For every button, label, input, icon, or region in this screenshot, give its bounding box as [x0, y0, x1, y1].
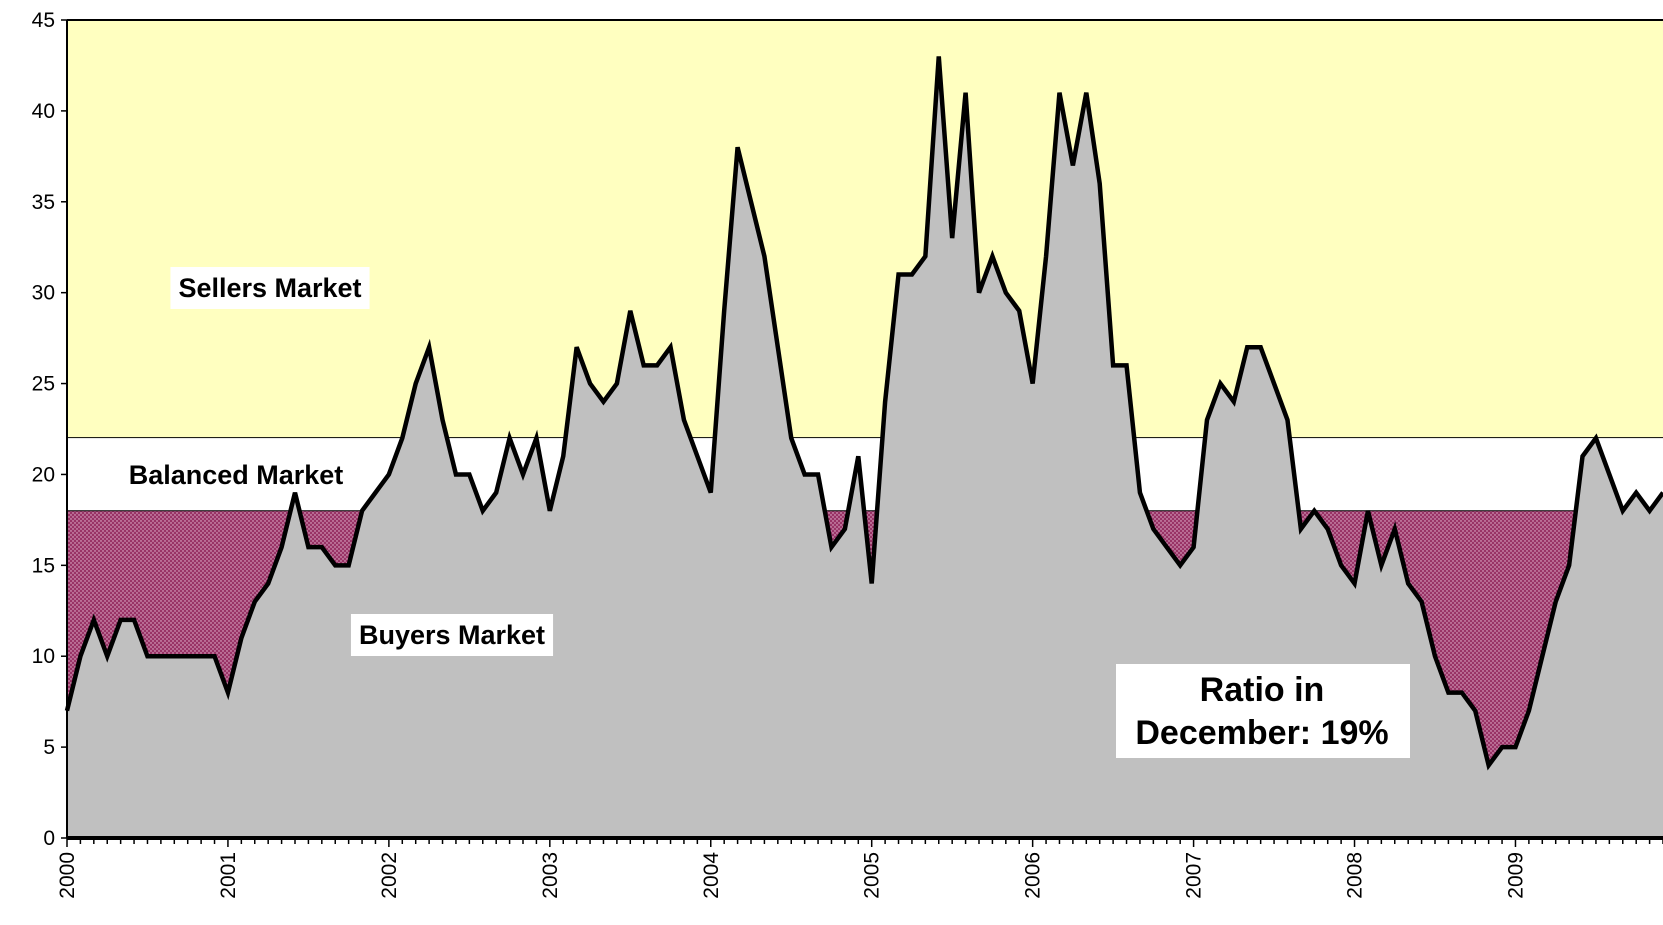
annotation-box	[1116, 664, 1410, 758]
x-tick-label: 2005	[861, 852, 884, 899]
x-tick-label: 2006	[1022, 852, 1045, 899]
annotation-text: Ratio in	[1200, 671, 1325, 709]
band-label: Buyers Market	[359, 620, 545, 650]
y-tick-label: 5	[43, 736, 55, 759]
y-tick-label: 15	[32, 554, 55, 577]
label-box	[170, 267, 370, 309]
label-box	[350, 614, 554, 656]
market-band	[67, 20, 1663, 439]
annotation-text: December: 19%	[1135, 714, 1388, 752]
y-tick-label: 30	[32, 282, 55, 305]
y-tick-label: 20	[32, 463, 55, 486]
annotation: Ratio in December: 19%	[1116, 664, 1410, 758]
x-tick-label: 2007	[1183, 852, 1206, 899]
band-label: Sellers Market	[178, 273, 361, 303]
x-tick-label: 2002	[378, 852, 401, 899]
y-tick-label: 45	[32, 9, 55, 32]
band-label: Balanced Market	[129, 460, 344, 490]
x-tick-label: 2001	[217, 852, 240, 899]
y-tick-label: 10	[32, 645, 55, 668]
y-tick-label: 25	[32, 373, 55, 396]
x-tick-label: 2008	[1344, 852, 1367, 899]
y-tick-label: 40	[32, 100, 55, 123]
x-tick-label: 2004	[700, 852, 723, 899]
area-line	[64, 56, 1663, 771]
y-tick-label: 0	[43, 827, 55, 850]
y-tick-label: 35	[32, 191, 55, 214]
x-tick-label: 2000	[56, 852, 79, 899]
x-tick-label: 2003	[539, 852, 562, 899]
x-tick-label: 2009	[1504, 852, 1527, 899]
